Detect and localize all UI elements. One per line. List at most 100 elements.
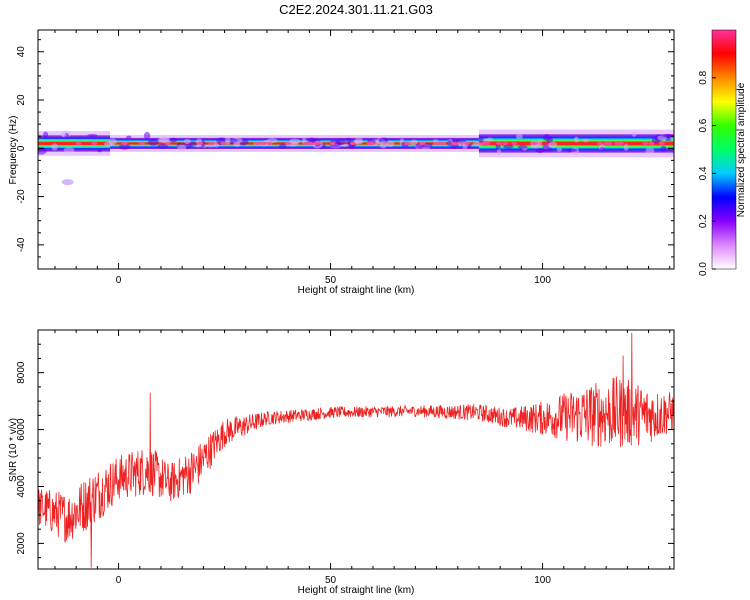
spectrogram-core (511, 141, 518, 145)
snr-panel: 0 50 100 2000 4000 6000 8000 Height of straigh… (8, 329, 675, 596)
colorbar-tick-label: 0.4 (698, 166, 709, 180)
snr-ytick-label: 2000 (16, 532, 27, 555)
spectrogram-noise (379, 141, 388, 149)
spectrogram-band (478, 141, 674, 146)
snr-xtick-label: 50 (325, 575, 337, 586)
spectrogram-noise (542, 133, 551, 141)
spectrogram-noise (482, 138, 490, 142)
spectrogram-core (404, 141, 411, 145)
spectrogram-noise (97, 148, 103, 153)
snr-xtick-label: 100 (534, 575, 551, 586)
spectrogram-core (617, 141, 624, 145)
spectrogram-noise (515, 133, 523, 140)
spectrogram-core (484, 141, 491, 145)
spectrogram-core (464, 141, 471, 145)
spectrogram-noise (224, 136, 231, 145)
spectrogram-noise (496, 148, 502, 156)
spectrogram-core (75, 141, 82, 145)
spectrogram-core (433, 141, 440, 145)
spectrogram-noise (573, 136, 579, 143)
spectrogram-noise (632, 131, 637, 137)
spectrogram-ylabel: Frequency (Hz) (8, 116, 19, 185)
spectrogram-noise (378, 137, 389, 144)
spectrogram-noise (386, 140, 395, 147)
spectrogram-core (642, 141, 649, 145)
spectrogram-ytick-label: 20 (16, 94, 27, 106)
spectrogram-core (440, 141, 447, 145)
spectrogram-noise (143, 131, 151, 140)
spectrogram-axes: 0 50 100 -40 -20 0 20 40 (16, 30, 674, 286)
spectrogram-noise (599, 147, 605, 152)
spectrogram-noise (662, 133, 674, 138)
spectrogram-core (220, 141, 227, 145)
spectrogram-core (349, 141, 356, 145)
snr-ylabel: SNR (10 * v/v) (8, 418, 19, 482)
spectrogram-noise (200, 139, 206, 148)
spectrogram-noise (288, 138, 301, 145)
spectrogram-frame (37, 29, 675, 270)
spectrogram-noise (63, 147, 75, 153)
spectrogram-core (208, 141, 215, 145)
spectrogram-noise (503, 144, 514, 149)
snr-series-line (38, 332, 674, 568)
spectrogram-core (313, 141, 320, 145)
spectrogram-xtick-label: 50 (325, 275, 337, 286)
spectrogram-core (307, 141, 314, 145)
spectrogram-plot-area (38, 129, 674, 186)
spectrogram-noise (51, 143, 58, 151)
spectrogram-core (606, 141, 613, 145)
spectrogram-core (285, 141, 292, 145)
spectrogram-noise (645, 147, 655, 154)
spectrogram-core (260, 141, 267, 145)
colorbar-tick-label: 0.6 (698, 118, 709, 132)
spectrogram-noise (183, 138, 191, 144)
spectrogram-noise (177, 144, 187, 151)
spectrogram-core (329, 141, 336, 145)
spectrogram-ytick-label: 40 (16, 46, 27, 58)
spectrogram-noise (169, 137, 178, 143)
spectrogram-ytick-label: -20 (16, 189, 27, 204)
snr-plot-area (38, 332, 674, 568)
snr-axes: 0 50 100 2000 4000 6000 8000 (16, 329, 674, 586)
snr-xlabel: Height of straight line (km) (298, 585, 415, 596)
spectrogram-core (303, 141, 310, 145)
spectrogram-core (658, 141, 665, 145)
spectrogram-core (139, 141, 146, 145)
spectrogram-band (38, 141, 111, 146)
spectrogram-core (531, 141, 538, 145)
spectrogram-xtick-label: 0 (116, 275, 122, 286)
spectrogram-noise (556, 147, 562, 153)
spectrogram-noise (447, 140, 452, 147)
spectrogram-xlabel: Height of straight line (km) (298, 285, 415, 296)
spectrogram-core (164, 141, 171, 145)
snr-xtick-label: 0 (116, 575, 122, 586)
spectrogram-noise (432, 139, 439, 143)
spectrogram-core (451, 141, 458, 145)
spectrogram-noise (535, 148, 545, 154)
spectrogram-core (121, 141, 128, 145)
figure-title: C2E2.2024.301.11.21.G03 (279, 2, 433, 17)
spectrogram-noise (472, 142, 483, 147)
spectrogram-core (648, 141, 655, 145)
spectrogram-noise (87, 133, 98, 138)
spectrogram-noise (108, 138, 117, 146)
spectrogram-noise (205, 144, 216, 148)
spectrogram-core (91, 141, 98, 145)
spectrogram-noise (582, 138, 589, 143)
spectrogram-noise (548, 141, 558, 148)
colorbar-tick-label: 0.8 (698, 70, 709, 84)
spectrogram-noise (159, 136, 170, 143)
snr-ytick-label: 4000 (16, 475, 27, 498)
spectrogram-core (368, 141, 375, 145)
spectrogram-core (480, 141, 487, 145)
spectrogram-core (419, 141, 426, 145)
spectrogram-noise (538, 139, 543, 147)
spectrogram-noise (660, 145, 667, 152)
spectrogram-noise (517, 145, 528, 149)
colorbar: 0.0 0.2 0.4 0.6 0.8 Normalized spectral ampl… (698, 29, 747, 276)
colorbar-label: Normalized spectral amplitude (736, 82, 747, 217)
spectrogram-core (266, 141, 273, 145)
spectrogram-noise (478, 135, 485, 144)
spectrogram-noise (126, 135, 132, 139)
spectrogram-core (197, 141, 204, 145)
